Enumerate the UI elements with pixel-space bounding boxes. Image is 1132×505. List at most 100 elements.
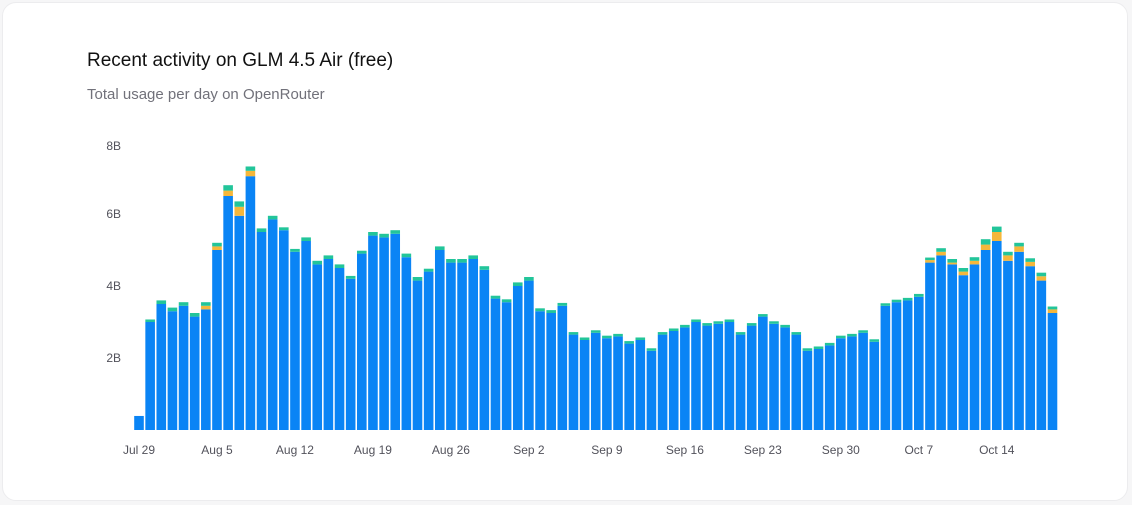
bar-segment: [412, 280, 423, 430]
bar-segment: [223, 185, 233, 191]
bar-segment: [323, 255, 334, 259]
bar-segment: [590, 332, 601, 430]
bar-segment: [1003, 255, 1013, 261]
bar-segment: [279, 230, 289, 430]
bar-segment: [613, 333, 623, 337]
bar-segment: [780, 324, 790, 328]
bar-segment: [512, 286, 523, 430]
bar-segment: [267, 215, 278, 220]
bar-segment: [1003, 260, 1013, 430]
bar-segment: [958, 268, 969, 272]
bar-segment: [947, 264, 958, 430]
bar-segment: [212, 250, 222, 430]
bar-segment: [925, 257, 935, 261]
bar-segment: [290, 251, 300, 430]
bar-segment: [914, 296, 924, 430]
bar-segment: [167, 311, 178, 430]
bar-segment: [357, 250, 367, 254]
bar-segment: [234, 201, 245, 207]
bar-segment: [936, 248, 946, 252]
bar-segment: [780, 327, 790, 430]
bar-segment: [769, 323, 779, 430]
bar-segment: [958, 271, 969, 276]
bar-segment: [579, 337, 590, 340]
bar-segment: [902, 297, 913, 301]
bar-segment: [379, 237, 389, 430]
bar-segment: [468, 259, 478, 430]
bar-segment: [590, 330, 601, 333]
chart-subtitle: Total usage per day on OpenRouter: [87, 86, 325, 103]
bar-segment: [702, 323, 712, 326]
bar-segment: [189, 313, 200, 317]
bar-segment: [156, 300, 167, 304]
bar-segment: [969, 257, 980, 261]
y-tick-label: 2B: [106, 351, 121, 365]
bar-segment: [1014, 251, 1024, 430]
bar-segment: [680, 327, 690, 430]
bar-segment: [758, 316, 768, 430]
bar-segment: [535, 311, 545, 430]
bar-segment: [490, 295, 501, 299]
bar-segment: [290, 248, 300, 252]
bar-segment: [1047, 306, 1058, 310]
chart-title: Recent activity on GLM 4.5 Air (free): [87, 50, 393, 71]
bar-segment: [1036, 280, 1047, 430]
bar-segment: [602, 338, 612, 430]
bar-segment: [769, 321, 779, 324]
bar-segment: [256, 232, 267, 430]
x-tick-label: Aug 5: [201, 443, 233, 457]
bar-segment: [925, 260, 935, 263]
bar-segment: [847, 336, 857, 430]
bar-segment: [245, 176, 256, 430]
x-tick-label: Aug 12: [276, 443, 314, 457]
bar-segment: [1047, 309, 1058, 313]
bar-segment: [824, 345, 835, 430]
bar-segment: [546, 313, 556, 430]
bar-segment: [635, 337, 646, 340]
bar-segment: [635, 340, 646, 430]
x-tick-label: Sep 23: [744, 443, 782, 457]
bar-segment: [479, 266, 490, 270]
bar-segment: [234, 206, 245, 216]
bar-segment: [880, 305, 891, 430]
bar-segment: [423, 271, 434, 430]
bar-segment: [1025, 261, 1035, 267]
bar-segment: [980, 239, 991, 245]
bar-segment: [256, 228, 267, 232]
bar-segment: [368, 235, 378, 430]
bar-segment: [824, 342, 835, 346]
bar-segment: [746, 325, 757, 430]
bar-segment: [379, 233, 389, 238]
bar-segment: [880, 303, 891, 306]
bar-segment: [212, 246, 222, 250]
bar-segment: [201, 305, 211, 310]
x-tick-label: Jul 29: [123, 443, 155, 457]
bar-segment: [646, 350, 657, 430]
bar-segment: [980, 250, 991, 430]
x-tick-label: Aug 19: [354, 443, 392, 457]
bar-segment: [345, 278, 356, 430]
bar-segment: [925, 262, 935, 430]
x-tick-label: Sep 30: [822, 443, 860, 457]
bar-segment: [1036, 272, 1047, 277]
x-tick-label: Sep 16: [666, 443, 704, 457]
bar-segment: [167, 307, 178, 312]
bar-segment: [334, 264, 345, 268]
x-tick-label: Sep 9: [591, 443, 623, 457]
bar-segment: [691, 319, 701, 322]
bar-segment: [457, 262, 467, 430]
bar-segment: [691, 322, 701, 430]
bar-segment: [390, 230, 401, 234]
bar-segment: [657, 332, 668, 335]
bar-segment: [390, 233, 401, 430]
bar-segment: [735, 332, 746, 335]
bar-segment: [813, 349, 824, 430]
bar-segment: [602, 335, 612, 339]
bar-segment: [512, 282, 523, 286]
bar-segment: [323, 259, 334, 430]
bar-segment: [802, 348, 813, 351]
bar-segment: [858, 332, 868, 430]
bar-segment: [546, 310, 556, 313]
bar-segment: [613, 336, 623, 430]
bar-segment: [145, 319, 155, 322]
